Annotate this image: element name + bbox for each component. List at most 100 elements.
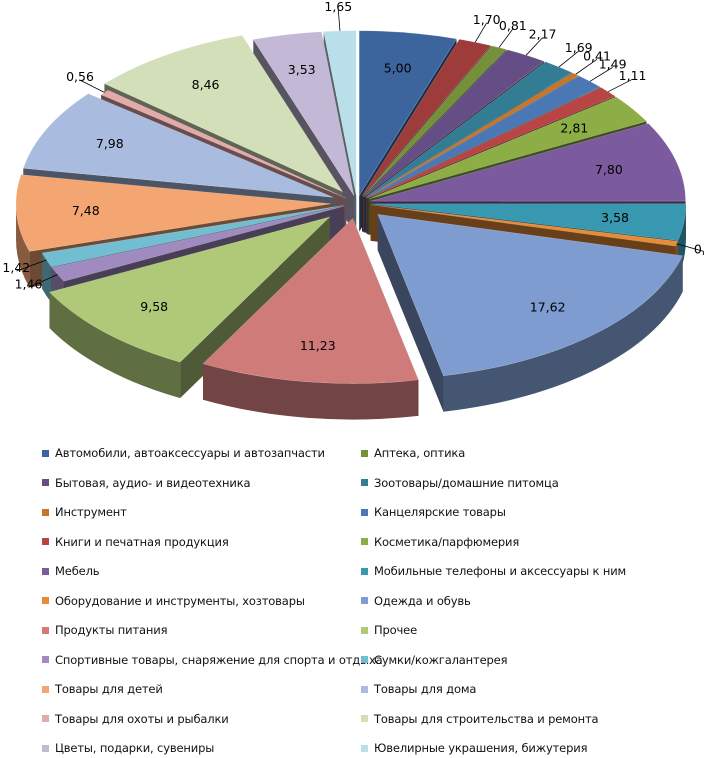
- legend-item: Автомобили, автоаксессуары и автозапчаст…: [42, 445, 325, 461]
- data-label-2: 1,70: [473, 12, 501, 27]
- label-leader-5: [558, 50, 579, 68]
- legend-label: Зоотовары/домашние питомца: [374, 475, 559, 490]
- slice-20: [100, 89, 347, 199]
- data-label-7: 1,49: [599, 56, 627, 71]
- slice-side-17: [42, 253, 52, 303]
- legend-swatch: [361, 715, 368, 722]
- legend-item: Косметика/парфюмерия: [361, 534, 519, 550]
- legend-swatch: [42, 685, 49, 693]
- label-leader-12: [676, 243, 704, 252]
- slice-17: [41, 205, 344, 268]
- legend-swatch: [361, 626, 368, 634]
- legend-label: Цветы, подарки, сувениры: [55, 741, 215, 755]
- data-label-21: 8,46: [192, 77, 220, 92]
- label-leader-4: [525, 37, 543, 56]
- legend-item: Товары для детей: [42, 681, 163, 697]
- slice-22: [252, 31, 355, 196]
- slice-1: [358, 30, 458, 197]
- pie-labels: 5,00 1,700,812,17 1,690,411,491,11 2,81 7,80…: [2, 0, 704, 353]
- legend-item: Продукты питания: [42, 622, 168, 638]
- legend-label: Ювелирные украшения, бижутерия: [374, 741, 588, 755]
- legend-swatch: [361, 656, 368, 663]
- legend-swatch: [42, 567, 49, 575]
- legend-swatch: [42, 597, 49, 604]
- legend-swatch: [361, 479, 368, 486]
- legend-item: Аптека, оптика: [361, 445, 465, 461]
- slice-6: [366, 72, 580, 198]
- label-leader-6: [575, 59, 598, 75]
- slice-side-14: [202, 363, 419, 420]
- data-label-6: 0,41: [583, 48, 611, 63]
- data-label-1: 5,00: [384, 61, 412, 76]
- slice-14: [202, 218, 419, 384]
- data-label-15: 9,58: [140, 299, 168, 314]
- slice-19: [22, 93, 334, 198]
- label-leader-16: [28, 274, 58, 288]
- legend-swatch: [42, 479, 49, 486]
- legend-item: Бытовая, аудио- и видеотехника: [42, 475, 251, 491]
- slice-4: [363, 49, 545, 197]
- legend-swatch: [42, 538, 49, 545]
- legend-label: Товары для дома: [374, 682, 477, 696]
- legend-item: Канцелярские товары: [361, 504, 506, 520]
- legend-label: Инструмент: [55, 505, 127, 519]
- pie-chart-plot: 5,00 1,700,812,17 1,690,411,491,11 2,81 7,80…: [2, 0, 704, 420]
- legend-item: Мобильные телефоны и аксессуары к ним: [361, 563, 626, 579]
- slice-2: [361, 38, 492, 197]
- legend-swatch: [361, 508, 368, 516]
- legend-label: Продукты питания: [55, 623, 168, 637]
- legend-label: Сумки/кожгалантерея: [374, 652, 508, 667]
- data-label-20: 0,56: [66, 69, 94, 84]
- pie-tops: [15, 30, 687, 384]
- legend-label: Аптека, оптика: [374, 446, 466, 460]
- slice-21: [103, 35, 344, 193]
- slice-10: [370, 123, 686, 202]
- data-label-5: 1,69: [565, 40, 593, 55]
- slice-11: [370, 203, 687, 241]
- legend-swatch: [361, 597, 368, 604]
- legend-swatch: [361, 538, 368, 545]
- data-label-8: 1,11: [619, 68, 647, 83]
- legend-label: Мебель: [55, 564, 100, 578]
- data-label-16: 1,46: [15, 276, 43, 291]
- slice-side-15: [49, 292, 181, 399]
- legend-item: Товары для дома: [361, 681, 476, 697]
- legend-item: Мебель: [42, 563, 100, 579]
- legend-swatch: [42, 744, 49, 752]
- label-leader-8: [607, 78, 633, 93]
- legend-item: Ювелирные украшения, бижутерия: [361, 740, 587, 756]
- slice-18: [15, 174, 332, 252]
- legend-label: Бытовая, аудио- и видеотехника: [55, 475, 251, 490]
- legend-label: Прочее: [374, 623, 418, 637]
- slice-side-13: [443, 255, 683, 412]
- label-leader-17: [16, 259, 47, 272]
- slice-13: [377, 213, 684, 377]
- legend-swatch: [361, 449, 368, 457]
- data-label-4: 2,17: [529, 27, 557, 42]
- legend-item: Товары для строительства и ремонта: [361, 711, 599, 727]
- data-label-3: 0,81: [499, 18, 527, 33]
- data-label-22: 3,53: [288, 62, 316, 77]
- label-leader-3: [498, 28, 514, 48]
- data-label-19: 7,98: [96, 136, 124, 151]
- data-label-9: 2,81: [560, 121, 588, 136]
- slice-3: [362, 45, 507, 197]
- legend-item: Спортивные товары, снаряжение для спорта…: [42, 652, 383, 668]
- slice-9: [368, 96, 648, 200]
- legend-label: Оборудование и инструменты, хозтовары: [55, 593, 305, 608]
- legend-label: Одежда и обувь: [374, 593, 471, 608]
- data-label-17: 1,42: [2, 260, 30, 275]
- data-label-23: 1,65: [324, 0, 352, 14]
- label-leader-23: [337, 9, 341, 31]
- legend-item: Книги и печатная продукция: [42, 534, 229, 550]
- legend-label: Товары для детей: [55, 682, 163, 696]
- legend-item: Одежда и обувь: [361, 593, 471, 609]
- legend-label: Товары для строительства и ремонта: [374, 711, 599, 726]
- slice-side-18: [16, 203, 30, 288]
- legend-swatch: [361, 744, 368, 752]
- legend-label: Косметика/парфюмерия: [374, 534, 520, 549]
- legend-item: Сумки/кожгалантерея: [361, 652, 508, 668]
- legend-swatch: [361, 567, 368, 575]
- legend-item: Цветы, подарки, сувениры: [42, 740, 214, 756]
